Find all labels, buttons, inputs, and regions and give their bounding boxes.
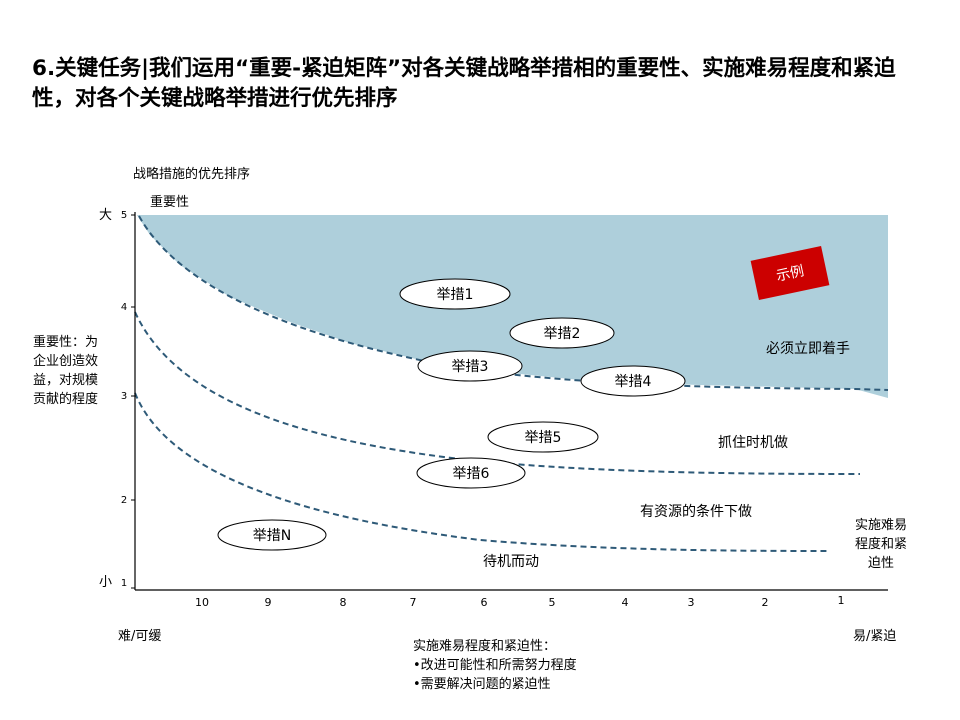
diagram-heading: 战略措施的优先排序 <box>133 167 251 182</box>
initiative-1-label: 举措1 <box>437 287 474 303</box>
y-axis-description-line-2: 企业创造效 <box>33 354 99 369</box>
initiative-n-label: 举措N <box>253 528 291 544</box>
y-tick-5: 5 <box>121 210 127 221</box>
x-axis-end-label-line-1: 实施难易 <box>854 518 907 533</box>
x-tick-1: 1 <box>838 594 845 607</box>
x-tick-10: 10 <box>195 596 209 609</box>
x-axis-end-label-line-2: 程度和紧 <box>854 537 907 552</box>
x-axis-right-label: 易/紧迫 <box>853 629 897 644</box>
y-axis-description-line-3: 益，对规模 <box>33 373 99 388</box>
y-axis-description: 重要性：为 企业创造效 益，对规模 贡献的程度 <box>33 333 98 409</box>
x-tick-labels: 10 9 8 7 6 5 4 3 2 1 <box>195 594 845 609</box>
x-axis-description-item-1: •改进可能性和所需努力程度 <box>413 658 577 673</box>
zone-label-when-resourced: 有资源的条件下做 <box>640 504 752 520</box>
x-axis-description-title: 实施难易程度和紧迫性： <box>413 639 557 654</box>
x-tick-8: 8 <box>340 596 347 609</box>
initiative-5-label: 举措5 <box>525 430 562 446</box>
y-axis-bottom-label: 小 <box>99 575 113 590</box>
initiative-4-label: 举措4 <box>615 374 652 390</box>
x-tick-5: 5 <box>549 596 556 609</box>
priority-zone-fill <box>137 215 888 398</box>
y-tick-2: 2 <box>121 495 127 506</box>
x-tick-6: 6 <box>481 596 488 609</box>
x-tick-3: 3 <box>688 596 695 609</box>
x-axis-left-label: 难/可缓 <box>118 629 162 644</box>
x-axis-description: 实施难易程度和紧迫性： •改进可能性和所需努力程度 •需要解决问题的紧迫性 <box>413 637 577 694</box>
y-tick-1: 1 <box>121 578 127 589</box>
initiative-3: 举措3 <box>417 350 523 382</box>
initiative-5: 举措5 <box>487 421 599 453</box>
y-axis-name: 重要性 <box>150 195 190 210</box>
initiative-n: 举措N <box>217 519 327 551</box>
example-stamp-label: 示例 <box>775 263 806 284</box>
initiative-4: 举措4 <box>580 365 686 397</box>
x-tick-4: 4 <box>622 596 629 609</box>
initiative-2-label: 举措2 <box>544 326 581 342</box>
y-axis-top-label: 大 <box>99 208 113 223</box>
x-axis-description-item-2: •需要解决问题的紧迫性 <box>413 677 551 692</box>
x-tick-2: 2 <box>762 596 769 609</box>
initiative-6: 举措6 <box>416 457 526 489</box>
initiative-1: 举措1 <box>399 278 511 310</box>
example-stamp: 示例 <box>750 245 830 301</box>
initiative-ovals: 举措1 举措2 举措3 举措4 举措5 举措6 举措N <box>217 278 686 551</box>
x-tick-7: 7 <box>410 596 417 609</box>
y-tick-4: 4 <box>121 302 127 313</box>
y-tick-labels: 5 4 3 2 1 <box>121 210 127 589</box>
initiative-3-label: 举措3 <box>452 359 489 375</box>
boundary-curve-bottom <box>134 392 831 552</box>
zone-label-must-start: 必须立即着手 <box>766 341 850 357</box>
zone-label-seize-opportunity: 抓住时机做 <box>718 435 788 451</box>
y-axis-description-line-1: 重要性：为 <box>33 335 99 350</box>
x-axis-end-label-line-3: 迫性 <box>867 556 894 571</box>
initiative-6-label: 举措6 <box>453 466 490 482</box>
zone-label-wait: 待机而动 <box>483 554 539 570</box>
x-axis-end-label: 实施难易 程度和紧 迫性 <box>843 516 919 573</box>
y-tick-3: 3 <box>121 391 127 402</box>
initiative-2: 举措2 <box>509 317 615 349</box>
y-axis-description-line-4: 贡献的程度 <box>33 392 99 407</box>
x-tick-9: 9 <box>265 596 272 609</box>
y-ticks <box>131 214 135 589</box>
slide-title: 6.关键任务|我们运用“重要-紧迫矩阵”对各关键战略举措相的重要性、实施难易程度… <box>32 56 896 111</box>
